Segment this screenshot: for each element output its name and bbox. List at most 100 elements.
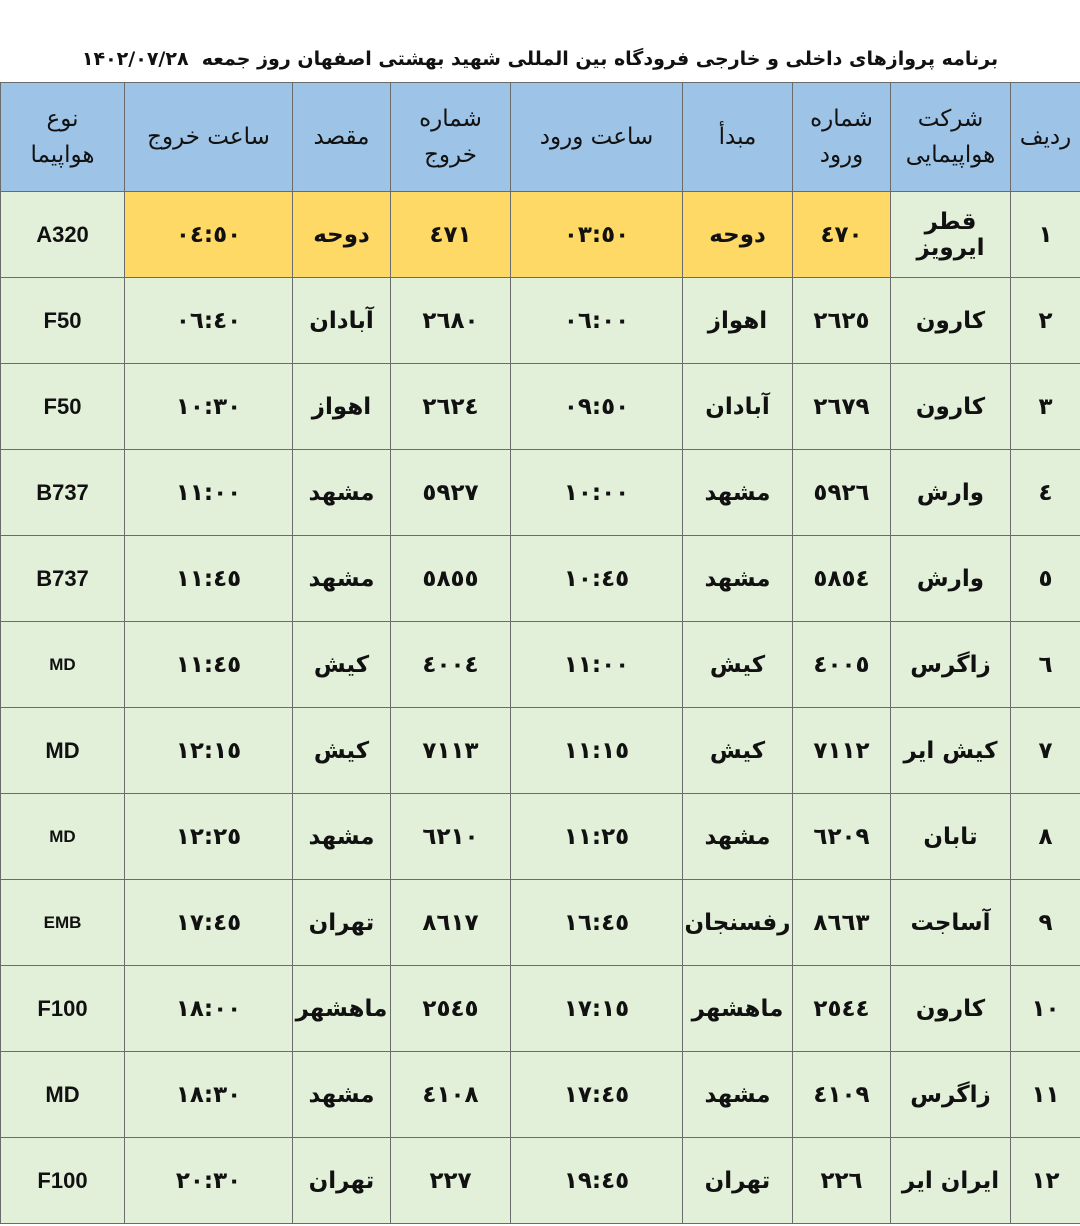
table-cell: کارون bbox=[890, 965, 1011, 1052]
table-cell: ١١:٤٥ bbox=[124, 621, 293, 708]
table-cell: زاگرس bbox=[890, 1051, 1011, 1138]
table-cell: دوحه bbox=[682, 191, 793, 278]
table-cell: F50 bbox=[0, 277, 125, 364]
page-title: برنامه پروازهای داخلی و خارجی فرودگاه بی… bbox=[81, 48, 999, 70]
table-cell: ٧١١٢ bbox=[792, 707, 891, 794]
table-cell: ٤٠٠٥ bbox=[792, 621, 891, 708]
table-cell: ١٠:٣٠ bbox=[124, 363, 293, 450]
table-cell: ٢٢٦ bbox=[792, 1137, 891, 1224]
table-cell: کارون bbox=[890, 277, 1011, 364]
table-cell: F100 bbox=[0, 965, 125, 1052]
flight-row: ١٠ کارون ٢٥٤٤ ماهشهر ١٧:١٥ ٢٥٤٥ ماهشهر ١٨:٠٠ F10… bbox=[0, 965, 1080, 1052]
table-cell: وارش bbox=[890, 449, 1011, 536]
table-cell: ١ bbox=[1010, 191, 1080, 278]
table-cell: اهواز bbox=[682, 277, 793, 364]
table-cell: اهواز bbox=[292, 363, 391, 450]
table-cell: ٥٩٢٦ bbox=[792, 449, 891, 536]
column-header: نوع هواپیما bbox=[0, 82, 125, 192]
table-cell: کیش bbox=[292, 707, 391, 794]
table-cell: مشهد bbox=[682, 449, 793, 536]
table-cell: ١١:٤٥ bbox=[124, 535, 293, 622]
table-cell: تهران bbox=[682, 1137, 793, 1224]
table-cell: ٦ bbox=[1010, 621, 1080, 708]
table-cell: آبادان bbox=[682, 363, 793, 450]
table-cell: F100 bbox=[0, 1137, 125, 1224]
table-cell: ١٠:٠٠ bbox=[510, 449, 683, 536]
column-header: شرکت هواپیمایی bbox=[890, 82, 1011, 192]
flight-table: ردیف شرکت هواپیمایی شماره ورود مبدأ ساعت ورو… bbox=[0, 82, 1080, 1224]
column-header-text: ردیف bbox=[1019, 124, 1072, 150]
table-cell: ١١:٠٠ bbox=[510, 621, 683, 708]
table-body: ١ قطر ایرویز ٤٧٠ دوحه ٠٣:٥٠ ٤٧١ دوحه ٠٤:٥٠ A320 ٢… bbox=[0, 191, 1080, 1224]
table-cell: ١٦:٤٥ bbox=[510, 879, 683, 966]
column-header-text: ساعت خروج bbox=[147, 124, 270, 150]
table-cell: مشهد bbox=[292, 1051, 391, 1138]
table-cell: مشهد bbox=[682, 793, 793, 880]
flight-row: ١٢ ایران ایر ٢٢٦ تهران ١٩:٤٥ ٢٢٧ تهران ٢٠:٣٠ F10… bbox=[0, 1137, 1080, 1224]
table-cell: ٠٣:٥٠ bbox=[510, 191, 683, 278]
table-cell: کیش bbox=[682, 621, 793, 708]
flight-row: ٦ زاگرس ٤٠٠٥ کیش ١١:٠٠ ٤٠٠٤ کیش ١١:٤٥ MD bbox=[0, 621, 1080, 708]
table-cell: ٨٦١٧ bbox=[390, 879, 511, 966]
table-cell: ١٨:٠٠ bbox=[124, 965, 293, 1052]
table-cell: A320 bbox=[0, 191, 125, 278]
table-cell: ٢٥٤٤ bbox=[792, 965, 891, 1052]
column-header-text: شرکت هواپیمایی bbox=[905, 106, 996, 168]
table-cell: ٤٧٠ bbox=[792, 191, 891, 278]
table-cell: مشهد bbox=[292, 793, 391, 880]
table-cell: ١٨:٣٠ bbox=[124, 1051, 293, 1138]
column-header-text: مبدأ bbox=[718, 124, 757, 150]
table-cell: ٢ bbox=[1010, 277, 1080, 364]
table-cell: MD bbox=[0, 793, 125, 880]
table-cell: ٦٢١٠ bbox=[390, 793, 511, 880]
column-header-text: مقصد bbox=[313, 124, 370, 150]
table-cell: ٦٢٠٩ bbox=[792, 793, 891, 880]
table-cell: ٨ bbox=[1010, 793, 1080, 880]
table-cell: ماهشهر bbox=[292, 965, 391, 1052]
table-cell: ١٠ bbox=[1010, 965, 1080, 1052]
table-cell: ٢٦٧٩ bbox=[792, 363, 891, 450]
table-cell: ١٠:٤٥ bbox=[510, 535, 683, 622]
table-cell: ٢٦٨٠ bbox=[390, 277, 511, 364]
table-cell: کارون bbox=[890, 363, 1011, 450]
table-cell: EMB bbox=[0, 879, 125, 966]
table-cell: ٤١٠٨ bbox=[390, 1051, 511, 1138]
table-cell: ١٢ bbox=[1010, 1137, 1080, 1224]
table-cell: زاگرس bbox=[890, 621, 1011, 708]
column-header: ساعت خروج bbox=[124, 82, 293, 192]
flight-row: ٩ آساجت ٨٦٦٣ رفسنجان ١٦:٤٥ ٨٦١٧ تهران ١٧:٤٥ EMB bbox=[0, 879, 1080, 966]
column-header: ردیف bbox=[1010, 82, 1080, 192]
table-cell: ٢٥٤٥ bbox=[390, 965, 511, 1052]
table-cell: تهران bbox=[292, 1137, 391, 1224]
table-cell: ٠٦:٠٠ bbox=[510, 277, 683, 364]
table-cell: F50 bbox=[0, 363, 125, 450]
table-cell: آساجت bbox=[890, 879, 1011, 966]
table-cell: ١٢:٢٥ bbox=[124, 793, 293, 880]
table-cell: ١٢:١٥ bbox=[124, 707, 293, 794]
table-cell: قطر ایرویز bbox=[890, 191, 1011, 278]
header-row: ردیف شرکت هواپیمایی شماره ورود مبدأ ساعت ورو… bbox=[0, 82, 1080, 192]
flight-row: ٧ کیش ایر ٧١١٢ کیش ١١:١٥ ٧١١٣ کیش ١٢:١٥ MD bbox=[0, 707, 1080, 794]
column-header: شماره ورود bbox=[792, 82, 891, 192]
table-cell: دوحه bbox=[292, 191, 391, 278]
flight-row: ٢ کارون ٢٦٢٥ اهواز ٠٦:٠٠ ٢٦٨٠ آبادان ٠٦:٤٠ F50 bbox=[0, 277, 1080, 364]
flight-row: ٣ کارون ٢٦٧٩ آبادان ٠٩:٥٠ ٢٦٢٤ اهواز ١٠:٣٠ F50 bbox=[0, 363, 1080, 450]
flight-row: ١١ زاگرس ٤١٠٩ مشهد ١٧:٤٥ ٤١٠٨ مشهد ١٨:٣٠ MD bbox=[0, 1051, 1080, 1138]
column-header-text: ساعت ورود bbox=[539, 124, 654, 150]
table-cell: ٢٢٧ bbox=[390, 1137, 511, 1224]
table-cell: تابان bbox=[890, 793, 1011, 880]
table-cell: ٥٩٢٧ bbox=[390, 449, 511, 536]
table-cell: ٥ bbox=[1010, 535, 1080, 622]
column-header: ساعت ورود bbox=[510, 82, 683, 192]
table-cell: ٥٨٥٤ bbox=[792, 535, 891, 622]
table-cell: MD bbox=[0, 621, 125, 708]
table-cell: ٢٦٢٤ bbox=[390, 363, 511, 450]
table-cell: آبادان bbox=[292, 277, 391, 364]
table-cell: رفسنجان bbox=[682, 879, 793, 966]
table-cell: مشهد bbox=[682, 1051, 793, 1138]
table-cell: کیش bbox=[682, 707, 793, 794]
table-cell: ٩ bbox=[1010, 879, 1080, 966]
flight-row: ٥ وارش ٥٨٥٤ مشهد ١٠:٤٥ ٥٨٥٥ مشهد ١١:٤٥ B737 bbox=[0, 535, 1080, 622]
table-cell: ١١:١٥ bbox=[510, 707, 683, 794]
